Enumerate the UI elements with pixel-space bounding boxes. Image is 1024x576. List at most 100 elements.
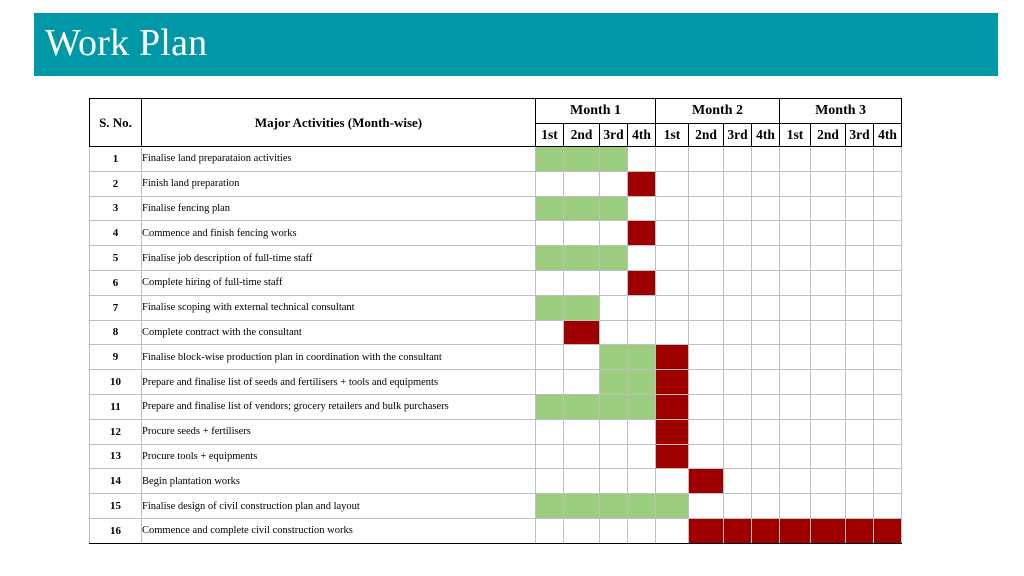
month-header: Month 3: [779, 98, 903, 124]
schedule-cell-empty: [873, 294, 903, 321]
schedule-cell-empty: [810, 369, 847, 395]
schedule-cell-empty: [810, 344, 847, 371]
schedule-cell-empty: [688, 369, 725, 395]
schedule-cell-empty: [873, 369, 903, 395]
schedule-cell-empty: [751, 245, 781, 271]
schedule-cell-empty: [723, 468, 753, 495]
table-row: 16 Commence and complete civil constructi…: [89, 517, 903, 544]
table-row: 6 Complete hiring of full-time staff: [89, 269, 903, 296]
schedule-cell-planning: [599, 146, 628, 172]
schedule-cell-planning: [563, 195, 600, 222]
schedule-cell-empty: [779, 195, 812, 222]
schedule-cell-empty: [751, 443, 781, 470]
table-row: 14 Begin plantation works: [89, 468, 903, 495]
row-number: 15: [89, 493, 142, 519]
schedule-cell-empty: [810, 294, 847, 321]
schedule-cell-execution: [873, 517, 903, 544]
schedule-cell-planning: [563, 245, 600, 271]
schedule-cell-planning: [599, 393, 628, 420]
schedule-cell-empty: [723, 443, 753, 470]
schedule-cell-empty: [845, 220, 875, 247]
schedule-cell-empty: [845, 294, 875, 321]
schedule-cell-empty: [535, 369, 564, 395]
schedule-cell-planning: [599, 195, 628, 222]
schedule-cell-empty: [563, 418, 600, 445]
schedule-cell-empty: [845, 269, 875, 296]
schedule-cell-empty: [873, 220, 903, 247]
table-row: 13 Procure tools + equipments: [89, 443, 903, 470]
schedule-cell-empty: [810, 269, 847, 296]
schedule-cell-empty: [810, 493, 847, 519]
schedule-cell-empty: [845, 468, 875, 495]
activity-cell: Finalise block-wise production plan in c…: [141, 344, 536, 371]
activity-header: Major Activities (Month-wise): [141, 98, 536, 147]
schedule-cell-empty: [688, 170, 725, 197]
schedule-cell-execution: [810, 517, 847, 544]
schedule-cell-empty: [751, 269, 781, 296]
schedule-cell-execution: [626, 170, 657, 197]
activity-cell: Finalise design of civil construction pl…: [141, 493, 536, 519]
schedule-cell-execution: [688, 517, 725, 544]
table-row: 1 Finalise land preparataion activities: [89, 146, 903, 172]
schedule-cell-planning: [599, 245, 628, 271]
schedule-cell-empty: [535, 443, 564, 470]
schedule-cell-empty: [845, 393, 875, 420]
schedule-cell-empty: [723, 245, 753, 271]
schedule-cell-empty: [723, 294, 753, 321]
schedule-cell-empty: [873, 245, 903, 271]
schedule-cell-planning: [626, 393, 657, 420]
work-plan-body: 1 Finalise land preparataion activities 2 F…: [89, 146, 903, 544]
row-number: 11: [89, 393, 142, 420]
schedule-cell-empty: [873, 269, 903, 296]
schedule-cell-empty: [779, 369, 812, 395]
table-row: 5 Finalise job description of full-time s…: [89, 245, 903, 271]
schedule-cell-empty: [810, 170, 847, 197]
schedule-cell-empty: [563, 369, 600, 395]
activity-cell: Finalise land preparataion activities: [141, 146, 536, 172]
activity-cell: Complete contract with the consultant: [141, 319, 536, 346]
schedule-cell-empty: [655, 245, 690, 271]
schedule-cell-planning: [626, 369, 657, 395]
week-header: 2nd: [563, 123, 600, 147]
sno-header: S. No.: [89, 98, 142, 147]
schedule-cell-empty: [845, 418, 875, 445]
schedule-cell-planning: [563, 294, 600, 321]
row-number: 14: [89, 468, 142, 495]
schedule-cell-empty: [599, 418, 628, 445]
schedule-cell-empty: [845, 146, 875, 172]
table-row: 8 Complete contract with the consultant: [89, 319, 903, 346]
schedule-cell-empty: [535, 269, 564, 296]
schedule-cell-empty: [563, 468, 600, 495]
schedule-cell-empty: [655, 319, 690, 346]
schedule-cell-empty: [723, 170, 753, 197]
row-number: 1: [89, 146, 142, 172]
schedule-cell-execution: [688, 468, 725, 495]
schedule-cell-planning: [563, 393, 600, 420]
schedule-cell-empty: [688, 443, 725, 470]
schedule-cell-empty: [779, 245, 812, 271]
schedule-cell-empty: [810, 195, 847, 222]
schedule-cell-planning: [626, 493, 657, 519]
schedule-cell-execution: [655, 443, 690, 470]
schedule-cell-empty: [779, 468, 812, 495]
schedule-cell-empty: [751, 195, 781, 222]
schedule-cell-empty: [810, 146, 847, 172]
schedule-cell-empty: [655, 220, 690, 247]
schedule-cell-planning: [655, 493, 690, 519]
schedule-cell-empty: [688, 294, 725, 321]
schedule-cell-empty: [751, 418, 781, 445]
schedule-cell-empty: [810, 245, 847, 271]
schedule-cell-empty: [779, 493, 812, 519]
schedule-cell-empty: [779, 344, 812, 371]
activity-cell: Commence and complete civil construction…: [141, 517, 536, 544]
schedule-cell-empty: [751, 294, 781, 321]
week-header: 3rd: [723, 123, 753, 147]
schedule-cell-empty: [599, 443, 628, 470]
schedule-cell-empty: [873, 146, 903, 172]
schedule-cell-empty: [599, 220, 628, 247]
schedule-cell-empty: [655, 468, 690, 495]
schedule-cell-empty: [688, 195, 725, 222]
schedule-cell-empty: [751, 468, 781, 495]
schedule-cell-empty: [873, 418, 903, 445]
schedule-cell-empty: [688, 418, 725, 445]
